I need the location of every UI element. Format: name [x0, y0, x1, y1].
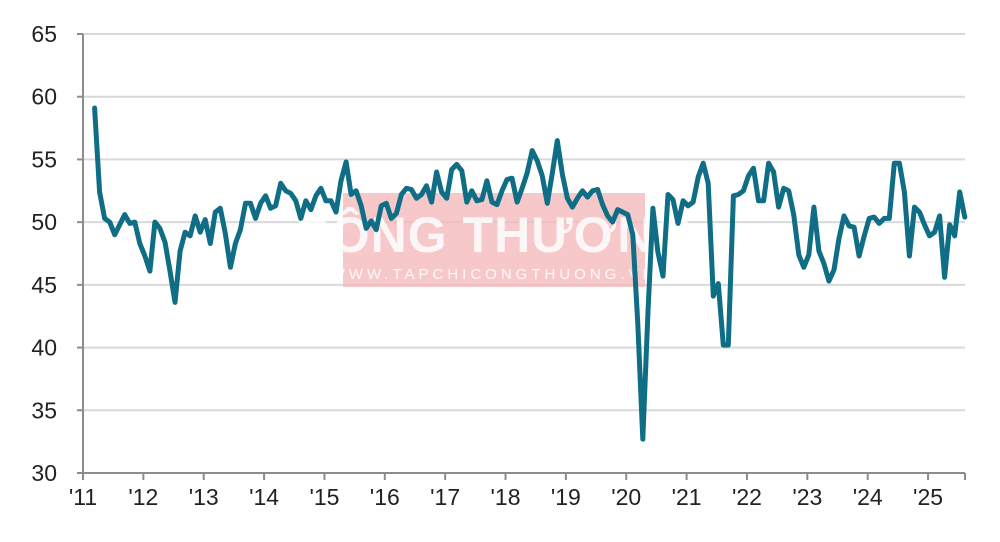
x-tick-label: '11 [69, 484, 97, 510]
series-line [92, 105, 968, 442]
x-tick-label: '14 [249, 484, 279, 510]
x-tick-label: '21 [672, 484, 702, 510]
y-tick-label: 45 [31, 272, 57, 298]
x-tick-label: '22 [732, 484, 762, 510]
x-tick-label: '18 [491, 484, 521, 510]
y-tick-label: 35 [31, 397, 57, 423]
y-tick-label: 40 [31, 335, 57, 361]
x-tick-label: '17 [430, 484, 460, 510]
y-tick-label: 60 [31, 84, 57, 110]
x-tick-label: '15 [309, 484, 339, 510]
x-tick-label: '19 [551, 484, 581, 510]
x-tick-label: '20 [611, 484, 641, 510]
y-tick-label: 55 [31, 146, 57, 172]
x-tick-label: '23 [792, 484, 822, 510]
y-tick-label: 65 [31, 21, 57, 47]
x-tick-label: '16 [370, 484, 400, 510]
y-tick-label: 30 [31, 460, 57, 486]
watermark-url: WWW.TAPCHICONGTHUONG.VN [331, 266, 658, 283]
y-tick-label: 50 [31, 209, 57, 235]
watermark-logo: CÔNG THƯƠNG WWW.TAPCHICONGTHUONG.VN [294, 193, 693, 287]
x-tick-label: '24 [853, 484, 883, 510]
y-tick-labels: 30 35 40 45 50 55 60 65 [31, 21, 57, 486]
watermark-background [343, 193, 645, 287]
x-tick-label: '12 [128, 484, 158, 510]
axes [77, 33, 966, 480]
x-tick-labels: '11 '12 '13 '14 '15 '16 '17 '18 '19 '20 '21 '22 '23 '… [69, 484, 943, 510]
x-tick-label: '25 [913, 484, 943, 510]
x-tick-label: '13 [189, 484, 219, 510]
